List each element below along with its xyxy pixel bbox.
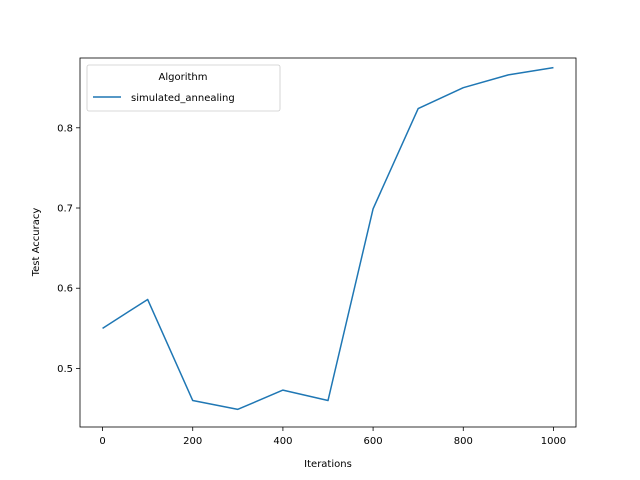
legend-entry-simulated-annealing: simulated_annealing <box>131 93 235 104</box>
x-tick-label: 1000 <box>541 436 566 447</box>
x-tick-label: 400 <box>273 436 292 447</box>
x-axis-ticks: 0 200 400 600 800 1000 <box>99 427 566 447</box>
plot-area <box>79 57 577 428</box>
legend-box <box>86 64 281 112</box>
y-tick-label: 0.8 <box>57 123 73 134</box>
series-line-simulated-annealing <box>102 66 554 411</box>
x-tick-label: 600 <box>364 436 383 447</box>
x-tick-label: 800 <box>454 436 473 447</box>
y-tick-label: 0.6 <box>57 284 73 295</box>
y-tick-label: 0.5 <box>57 364 73 375</box>
y-axis-label: Test Accuracy <box>31 208 42 278</box>
x-axis-label: Iterations <box>304 459 352 470</box>
x-tick-label: 0 <box>99 436 105 447</box>
series-layer <box>102 66 554 411</box>
y-tick-label: 0.7 <box>57 204 73 215</box>
y-axis-ticks: 0.5 0.6 0.7 0.8 <box>57 123 80 375</box>
legend: Algorithm simulated_annealing <box>86 64 281 112</box>
legend-title: Algorithm <box>159 72 208 83</box>
x-tick-label: 200 <box>183 436 202 447</box>
